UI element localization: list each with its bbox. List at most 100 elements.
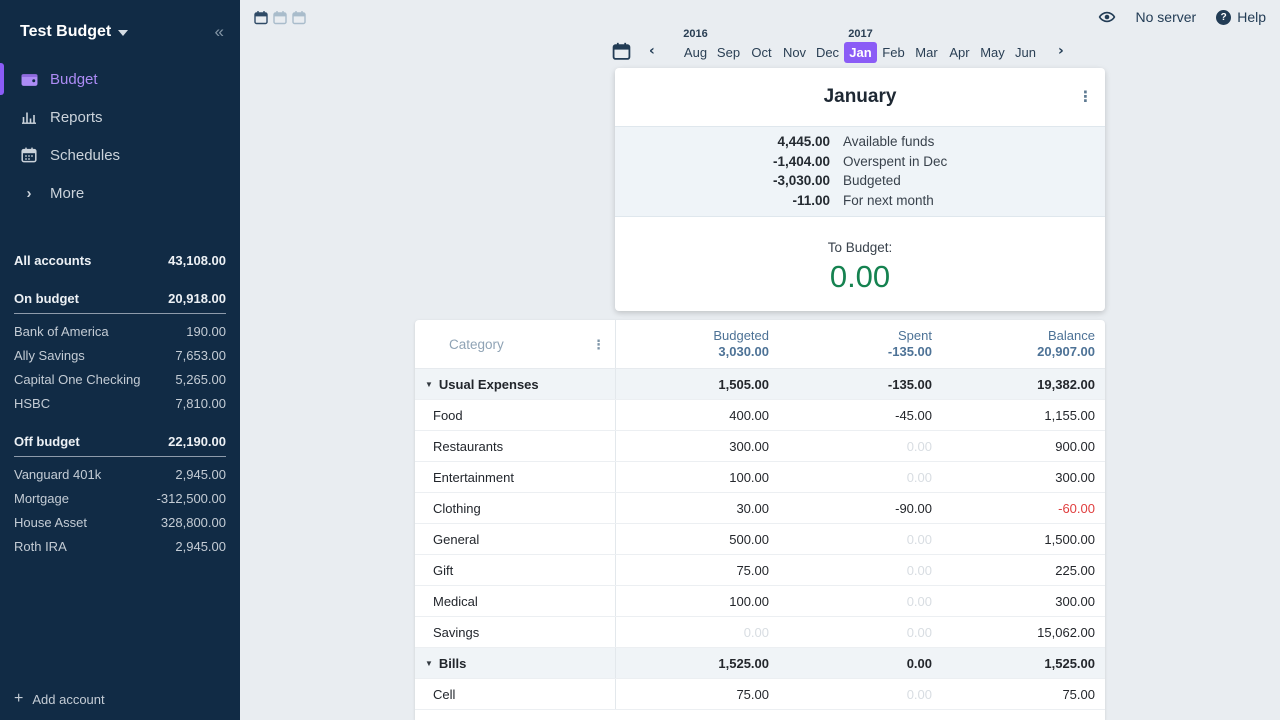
category-menu-dots-icon[interactable]: ⋮ [592,336,605,352]
next-month-button[interactable]: › [1058,43,1064,59]
spent-cell: 0.00 [906,438,932,454]
sidebar-item-schedules[interactable]: Schedules [0,136,240,174]
category-name-cell[interactable]: ▼ Usual Expenses [415,369,616,399]
month-card-titlebar: January ⋮ [615,68,1105,126]
month-cell-nov[interactable]: Nov [782,45,807,60]
collapse-sidebar-button[interactable]: « [214,22,225,41]
spent-cell: -45.00 [895,407,932,423]
budgeted-cell[interactable]: 100.00 [729,593,769,609]
account-balance: 190.00 [186,323,226,339]
help-button[interactable]: ? Help [1216,9,1266,25]
account-name: Mortgage [14,490,69,506]
spent-cell: 0.00 [906,686,932,702]
category-name: Bills [438,655,467,671]
category-header-cell: Category ⋮ [415,320,616,368]
month-summary-rows: 4,445.00 Available funds -1,404.00 Overspen… [615,126,1105,217]
account-balance: -312,500.00 [156,490,226,506]
budgeted-cell[interactable]: 1,525.00 [718,655,769,671]
group-total: 20,918.00 [168,291,226,306]
budget-table: Category ⋮ Budgeted 3,030.00 Spent -135.… [415,320,1105,720]
bar-chart-icon [20,109,38,125]
budgeted-cell[interactable]: 1,505.00 [718,376,769,392]
budgeted-cell[interactable]: 500.00 [729,531,769,547]
budgeted-cell[interactable]: 100.00 [729,469,769,485]
category-name-cell: Restaurants [415,431,616,461]
category-name: Savings [433,624,480,640]
all-accounts-label: All accounts [14,252,92,268]
category-name-cell[interactable]: ▼ Bills [415,648,616,678]
month-cell-jun[interactable]: Jun [1015,45,1036,60]
sidebar-item-budget[interactable]: Budget [0,60,240,98]
chevron-right-icon: › [26,184,32,202]
server-status-button[interactable]: No server [1135,9,1197,25]
spent-cell: 0.00 [906,624,932,640]
three-month-view-icon[interactable] [292,10,306,25]
question-mark-icon: ? [1216,9,1232,25]
to-budget-value[interactable]: 0.00 [829,259,891,294]
month-cell-dec[interactable]: Dec [815,45,840,60]
summary-label: Overspent in Dec [843,153,948,169]
month-title: January [823,86,897,107]
summary-row: -1,404.00 Overspent in Dec [615,152,1105,172]
budgeted-cell[interactable]: 30.00 [736,500,769,516]
category-name: Cell [433,686,456,702]
month-cell-feb[interactable]: Feb [882,45,905,60]
account-row[interactable]: Mortgage -312,500.00 [14,486,226,510]
triangle-down-icon[interactable]: ▼ [425,658,433,668]
balance-cell: 1,500.00 [1044,531,1095,547]
budget-switcher[interactable]: Test Budget [20,23,129,41]
privacy-eye-icon[interactable] [1098,9,1116,25]
category-group-row[interactable]: ▼ Bills 1,525.00 0.00 1,525.00 [415,648,1105,679]
account-name: Ally Savings [14,347,85,363]
summary-row: 4,445.00 Available funds [615,132,1105,152]
to-budget-label: To Budget: [827,240,893,255]
account-balance: 328,800.00 [160,514,226,530]
balance-cell: 1,155.00 [1044,407,1095,423]
category-name-cell: Clothing [415,493,616,523]
category-row: General 500.00 0.00 1,500.00 [415,524,1105,555]
budgeted-cell[interactable]: 300.00 [729,438,769,454]
spent-cell: -90.00 [895,500,932,516]
account-row[interactable]: HSBC 7,810.00 [14,391,226,415]
previous-month-button[interactable]: ‹ [649,43,655,59]
budgeted-cell[interactable]: 0.00 [743,624,769,640]
two-month-view-icon[interactable] [273,10,287,25]
month-cell-may[interactable]: May [980,45,1005,60]
month-cell-sep[interactable]: Sep [716,45,741,60]
month-cell-mar[interactable]: Mar [915,45,938,60]
month-cell-oct[interactable]: Oct [751,45,772,60]
category-name-cell: Entertainment [415,462,616,492]
category-name-cell: Food [415,400,616,430]
month-picker-calendar-icon[interactable] [612,42,631,66]
month-cell-apr[interactable]: Apr [949,45,970,60]
account-balance: 2,945.00 [175,538,226,554]
add-account-label: Add account [32,691,105,707]
one-month-view-icon[interactable] [254,10,268,25]
month-menu-dots-icon[interactable]: ⋮ [1078,88,1093,106]
account-row[interactable]: Capital One Checking 5,265.00 [14,367,226,391]
account-row[interactable]: Ally Savings 7,653.00 [14,343,226,367]
sidebar-item-reports[interactable]: Reports [0,98,240,136]
main-content: No server ? Help ‹ Aug Sep Oct Nov Dec Jan Feb… [240,0,1280,720]
budgeted-cell[interactable]: 400.00 [729,407,769,423]
sidebar-item-label: Budget [50,70,98,88]
account-row[interactable]: Roth IRA 2,945.00 [14,534,226,558]
budgeted-cell[interactable]: 75.00 [736,562,769,578]
category-name: General [433,531,480,547]
month-cell-jan[interactable]: Jan [844,42,877,63]
budgeted-cell[interactable]: 75.00 [736,686,769,702]
triangle-down-icon[interactable]: ▼ [425,379,433,389]
account-row[interactable]: Vanguard 401k 2,945.00 [14,462,226,486]
add-account-button[interactable]: + Add account [14,690,105,708]
account-balance: 7,810.00 [175,395,226,411]
account-row[interactable]: Bank of America 190.00 [14,319,226,343]
category-name: Usual Expenses [438,376,539,392]
budget-table-body: ▼ Usual Expenses 1,505.00 -135.00 19,382.00 F… [415,369,1105,710]
month-cell-aug[interactable]: Aug [683,45,708,60]
category-group-row[interactable]: ▼ Usual Expenses 1,505.00 -135.00 19,382.00 [415,369,1105,400]
group-total: 22,190.00 [168,434,226,449]
sidebar-item-more[interactable]: › More [0,174,240,212]
all-accounts-row[interactable]: All accounts 43,108.00 [14,248,226,272]
month-count-toggle [254,10,306,25]
account-row[interactable]: House Asset 328,800.00 [14,510,226,534]
